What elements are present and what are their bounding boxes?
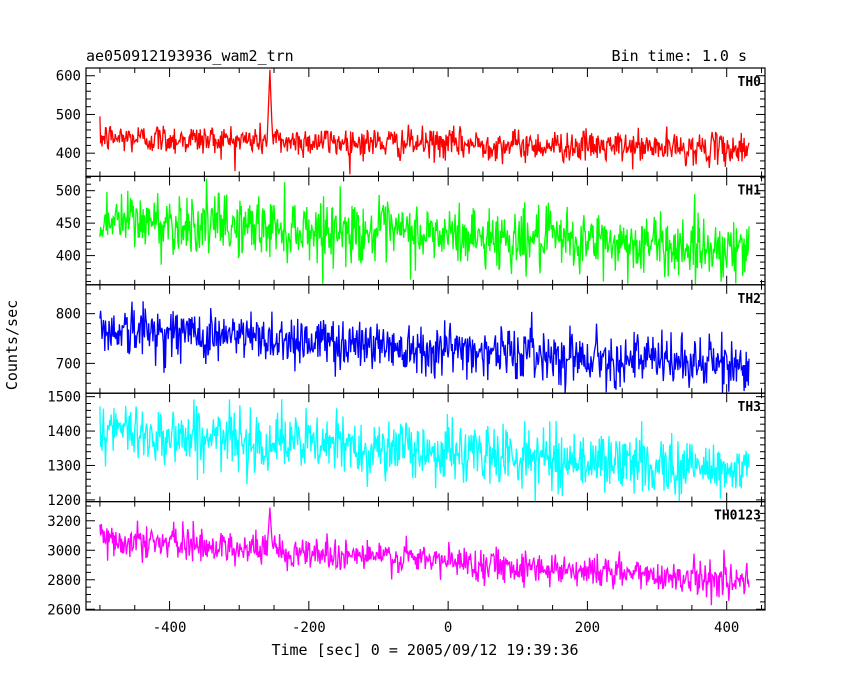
y-tick-label: 2600	[47, 602, 81, 618]
series-line-th0123	[99, 507, 750, 606]
y-tick-label: 1500	[47, 390, 81, 406]
y-tick-label: 1400	[47, 424, 81, 440]
series-line-th3	[99, 399, 750, 502]
x-tick-label: 400	[714, 620, 739, 636]
y-tick-label: 3200	[47, 514, 81, 530]
series-line-th2	[99, 301, 750, 394]
y-tick-label: 3000	[47, 543, 81, 559]
x-tick-label: 0	[444, 620, 452, 636]
panel-label-th2: TH2	[738, 292, 761, 307]
panel-th0: 400 500 600 TH0	[56, 67, 766, 178]
panel-label-th0123: TH0123	[714, 509, 761, 524]
chart-title: ae050912193936_wam2_trn	[86, 47, 294, 65]
x-tick-label: -400	[153, 620, 187, 636]
y-tick-label: 2800	[47, 573, 81, 589]
panel-frame-th0123	[85, 501, 766, 611]
series-line-th0	[99, 69, 750, 175]
y-tick-label: 1300	[47, 458, 81, 474]
y-tick-label: 500	[56, 107, 81, 123]
y-tick-label: 400	[56, 249, 81, 265]
y-tick-label: 800	[56, 307, 81, 323]
y-tick-label: 1200	[47, 493, 81, 509]
panel-th2: 700 800 TH2	[56, 284, 766, 394]
x-tick-label: 200	[575, 620, 600, 636]
panel-frame-th0	[85, 67, 766, 178]
panel-label-th0: TH0	[738, 75, 762, 90]
series-line-th1	[99, 178, 750, 285]
chart-subtitle: Bin time: 1.0 s	[612, 47, 747, 65]
panel-th1: 400 450 500 TH1	[56, 175, 766, 286]
panel-label-th1: TH1	[738, 183, 762, 198]
y-tick-label: 450	[56, 216, 81, 232]
y-tick-label: 700	[56, 356, 81, 372]
y-tick-label: 400	[56, 146, 81, 162]
y-axis-title: Counts/sec	[3, 300, 21, 390]
y-tick-label: 500	[56, 184, 81, 200]
panel-th0123: 2600 2800 3000 3200 TH0123	[47, 501, 766, 618]
panels-group: 400 500 600 TH0 400 450 500 TH1 700 800 TH2 1200 130…	[47, 67, 766, 636]
panel-th3: 1200 1300 1400 1500 TH3	[47, 390, 766, 509]
y-tick-label: 600	[56, 69, 81, 85]
x-tick-label: -200	[292, 620, 326, 636]
panel-label-th3: TH3	[738, 400, 761, 415]
x-axis-title: Time [sec] 0 = 2005/09/12 19:39:36	[271, 641, 578, 659]
